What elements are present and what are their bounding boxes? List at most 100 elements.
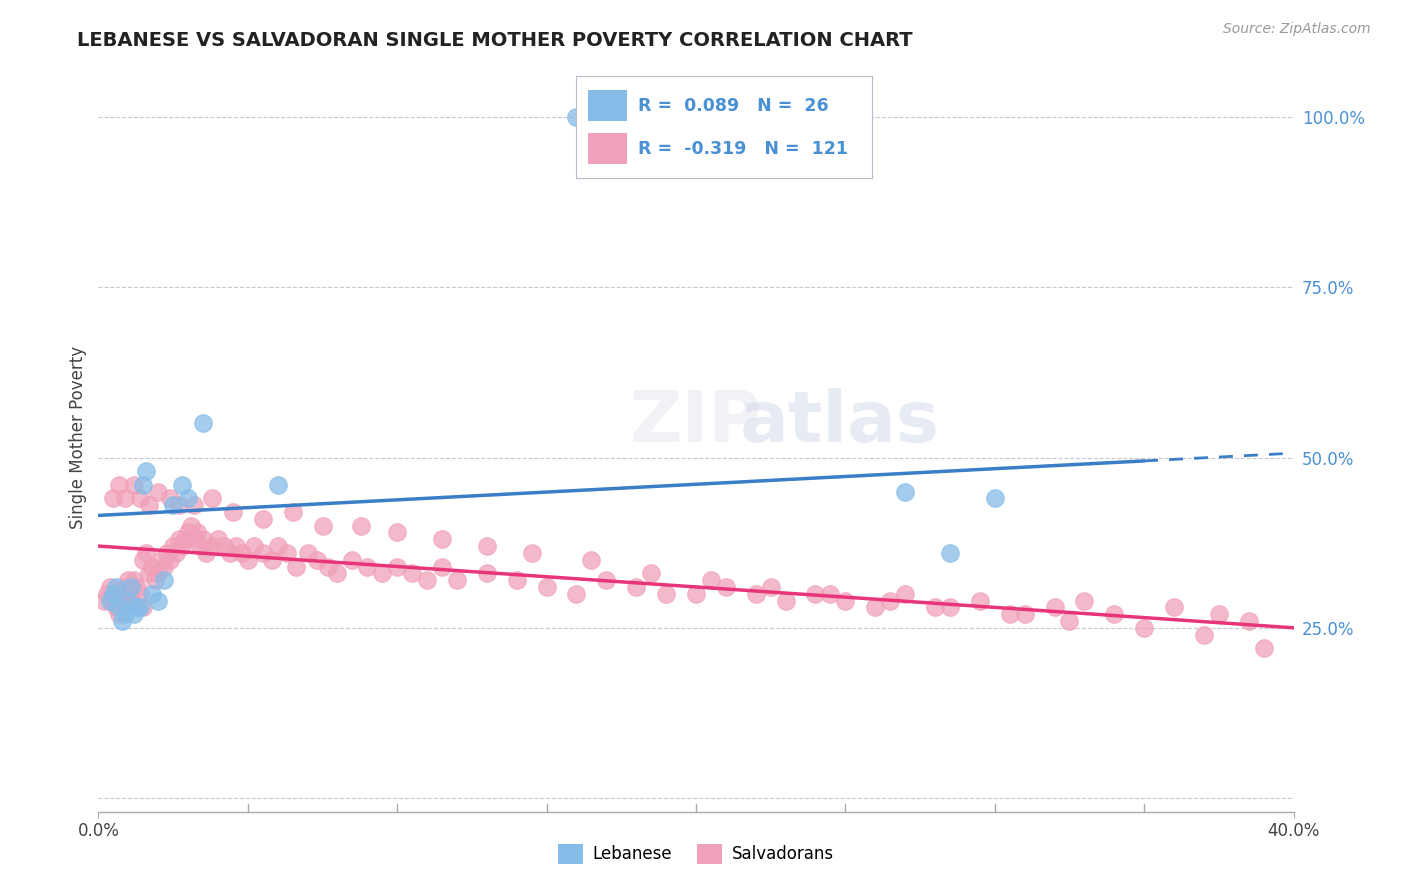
Point (350, 518, 373, 533)
Text: R =  0.089   N =  26: R = 0.089 N = 26 (638, 96, 830, 114)
Point (939, 600, 962, 615)
FancyBboxPatch shape (588, 90, 627, 121)
Point (124, 477, 146, 491)
Point (156, 546, 179, 560)
Point (416, 573, 439, 587)
Point (174, 533, 197, 547)
Point (98, 593, 122, 607)
Point (93, 593, 115, 607)
Point (148, 566, 170, 581)
Point (260, 552, 283, 566)
Point (135, 464, 157, 478)
Point (222, 505, 245, 519)
Point (180, 518, 202, 533)
Text: atlas: atlas (740, 388, 939, 457)
Point (117, 587, 139, 601)
Point (103, 587, 125, 601)
Point (267, 477, 290, 491)
Point (804, 587, 827, 601)
Point (108, 607, 131, 622)
Point (150, 552, 173, 566)
Point (138, 566, 160, 581)
Point (252, 512, 274, 526)
Point (305, 552, 328, 566)
Point (745, 587, 768, 601)
Point (124, 573, 146, 587)
Point (153, 573, 176, 587)
Point (117, 593, 139, 607)
Point (114, 580, 136, 594)
Point (191, 417, 214, 431)
Point (1343, 723, 1365, 737)
Point (132, 477, 155, 491)
Point (475, 539, 498, 553)
Point (138, 498, 160, 512)
Point (581, 552, 603, 566)
Point (120, 587, 142, 601)
Point (430, 533, 453, 547)
Point (105, 580, 128, 594)
Point (129, 600, 152, 615)
Point (108, 477, 131, 491)
Point (143, 573, 166, 587)
Point (162, 539, 184, 553)
Point (610, 110, 633, 124)
Point (135, 546, 157, 560)
Point (153, 559, 176, 574)
Point (108, 600, 131, 615)
Point (297, 546, 319, 560)
Point (342, 552, 364, 566)
Point (141, 587, 163, 601)
Point (506, 573, 529, 587)
Point (1059, 614, 1081, 628)
Point (318, 559, 340, 574)
Point (1192, 627, 1215, 641)
Point (939, 546, 962, 560)
Point (183, 533, 205, 547)
Point (401, 566, 423, 581)
Point (129, 587, 152, 601)
Point (1237, 614, 1260, 628)
Point (172, 539, 194, 553)
Point (984, 491, 1007, 506)
Point (1312, 648, 1334, 662)
Point (120, 593, 142, 607)
Point (111, 587, 134, 601)
Point (124, 607, 146, 622)
Point (385, 559, 409, 574)
Point (536, 580, 558, 594)
Point (129, 491, 152, 506)
Point (225, 539, 247, 553)
Point (141, 559, 163, 574)
Point (655, 587, 678, 601)
Point (267, 539, 290, 553)
Point (103, 491, 125, 506)
Point (356, 559, 378, 574)
Point (326, 566, 349, 581)
Point (700, 573, 723, 587)
Point (276, 546, 298, 560)
Point (1133, 621, 1156, 635)
Point (132, 552, 155, 566)
Point (565, 110, 588, 124)
Point (114, 491, 136, 506)
Point (252, 546, 274, 560)
Point (167, 533, 190, 547)
Point (191, 533, 214, 547)
Point (311, 518, 333, 533)
Point (201, 539, 224, 553)
Point (879, 593, 901, 607)
Point (969, 593, 991, 607)
Point (98, 580, 122, 594)
Point (371, 566, 394, 581)
Point (148, 484, 170, 499)
Point (114, 607, 136, 622)
Text: LEBANESE VS SALVADORAN SINGLE MOTHER POVERTY CORRELATION CHART: LEBANESE VS SALVADORAN SINGLE MOTHER POV… (77, 31, 912, 50)
Point (120, 580, 142, 594)
Point (1073, 593, 1095, 607)
Point (1208, 607, 1230, 622)
Point (103, 593, 125, 607)
Point (894, 587, 917, 601)
Point (865, 600, 887, 615)
Text: R =  -0.319   N =  121: R = -0.319 N = 121 (638, 140, 848, 158)
